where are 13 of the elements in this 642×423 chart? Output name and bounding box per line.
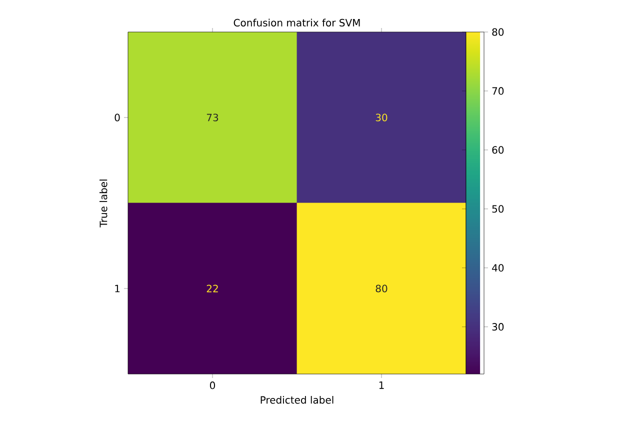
data-label: 30	[376, 114, 388, 122]
color-bar-label: 80	[492, 28, 504, 36]
data-label: 22	[206, 284, 218, 292]
color-bar-label: 40	[492, 264, 504, 272]
chart-title: Confusion matrix for SVM	[234, 18, 360, 26]
x-axis-title: Predicted label	[260, 396, 334, 404]
color-bar-label: 30	[492, 323, 504, 331]
color-bar-label: 50	[492, 205, 504, 213]
color-bar-label: 70	[492, 87, 504, 95]
y-axis-title: True label	[100, 180, 108, 228]
data-label: 73	[206, 114, 218, 122]
color-bar-label: 60	[492, 146, 504, 154]
data-label: 80	[376, 284, 388, 292]
